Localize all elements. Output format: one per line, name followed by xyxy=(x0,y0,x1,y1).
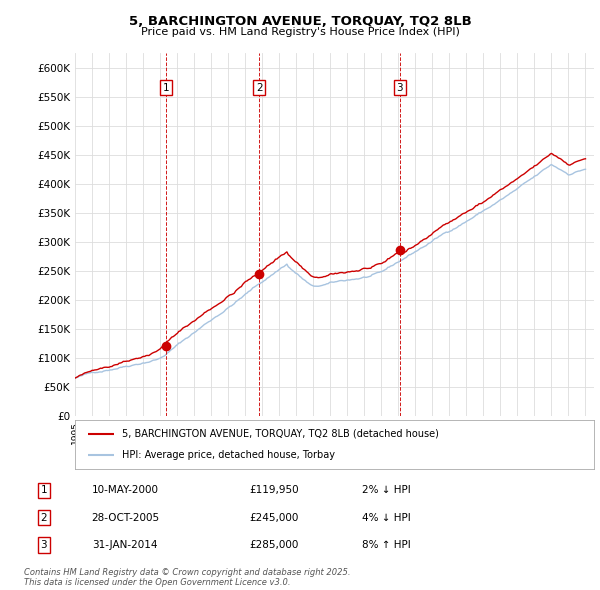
Text: 2: 2 xyxy=(256,83,263,93)
Text: 28-OCT-2005: 28-OCT-2005 xyxy=(92,513,160,523)
Text: 1: 1 xyxy=(163,83,170,93)
Text: £245,000: £245,000 xyxy=(250,513,299,523)
Text: 10-MAY-2000: 10-MAY-2000 xyxy=(92,486,158,496)
Text: 5, BARCHINGTON AVENUE, TORQUAY, TQ2 8LB: 5, BARCHINGTON AVENUE, TORQUAY, TQ2 8LB xyxy=(128,15,472,28)
Text: 2% ↓ HPI: 2% ↓ HPI xyxy=(362,486,411,496)
Text: 3: 3 xyxy=(40,540,47,550)
Text: 1: 1 xyxy=(40,486,47,496)
Text: £285,000: £285,000 xyxy=(250,540,299,550)
Text: 31-JAN-2014: 31-JAN-2014 xyxy=(92,540,157,550)
Text: £119,950: £119,950 xyxy=(250,486,299,496)
Text: 3: 3 xyxy=(397,83,403,93)
Text: 4% ↓ HPI: 4% ↓ HPI xyxy=(362,513,411,523)
Text: 5, BARCHINGTON AVENUE, TORQUAY, TQ2 8LB (detached house): 5, BARCHINGTON AVENUE, TORQUAY, TQ2 8LB … xyxy=(122,429,439,439)
Text: Contains HM Land Registry data © Crown copyright and database right 2025.
This d: Contains HM Land Registry data © Crown c… xyxy=(24,568,350,587)
Text: Price paid vs. HM Land Registry's House Price Index (HPI): Price paid vs. HM Land Registry's House … xyxy=(140,27,460,37)
Text: 8% ↑ HPI: 8% ↑ HPI xyxy=(362,540,411,550)
Text: HPI: Average price, detached house, Torbay: HPI: Average price, detached house, Torb… xyxy=(122,450,335,460)
Text: 2: 2 xyxy=(40,513,47,523)
